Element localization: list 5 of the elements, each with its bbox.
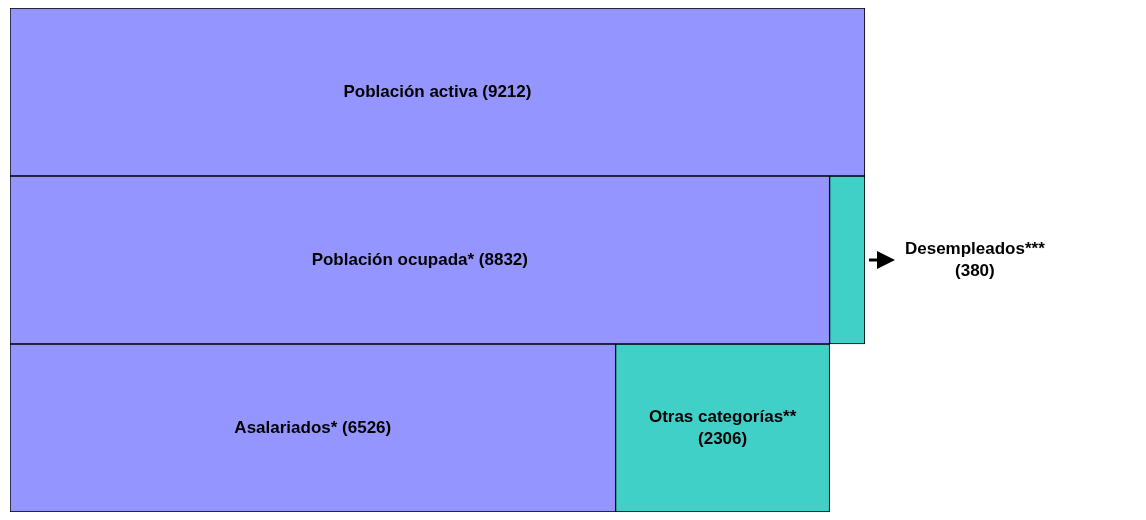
data-label: Población ocupada* (8832)	[311, 249, 528, 269]
data-label: Otras categorías** (2306)	[648, 406, 797, 448]
data-label: Desempleados*** (380)	[904, 238, 1046, 280]
data-label: Asalariados* (6526)	[234, 417, 392, 437]
data-label: Población activa (9212)	[343, 81, 532, 101]
